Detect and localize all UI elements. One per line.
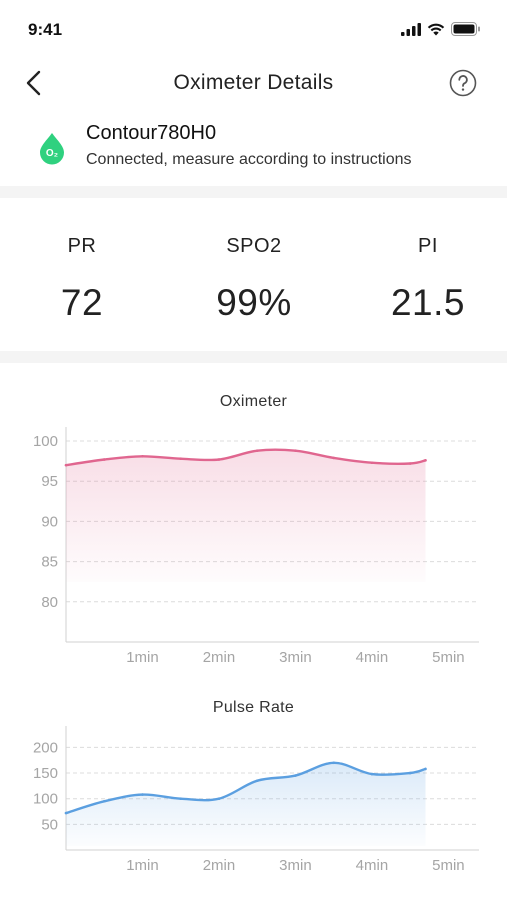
x-tick-label: 1min (126, 857, 159, 874)
y-tick-label: 100 (33, 791, 58, 808)
metric-pi: PI 21.5 (348, 198, 507, 324)
pulse-rate-chart: 200 150 100 50 1min 2min 3min 4min 5min (33, 726, 479, 874)
x-tick-label: 1min (126, 649, 159, 666)
x-tick-label: 5min (432, 857, 465, 874)
status-icons (401, 22, 481, 36)
pulse-rate-chart-title: Pulse Rate (212, 699, 295, 716)
metric-value: 99% (216, 282, 292, 323)
metric-label: SPO2 (226, 235, 282, 257)
data-point (294, 449, 297, 452)
status-time: 9:41 (28, 20, 63, 39)
data-point (332, 761, 335, 765)
page-title: Oximeter Details (173, 71, 334, 94)
o2-drop-icon: O₂ (40, 133, 64, 165)
y-tick-label: 150 (33, 765, 58, 782)
y-tick-label: 50 (41, 816, 58, 833)
y-tick-label: 200 (33, 739, 58, 756)
data-point (64, 811, 68, 815)
data-point (217, 458, 221, 461)
data-point (424, 767, 427, 771)
metric-label: PI (418, 235, 438, 257)
x-tick-label: 4min (356, 649, 389, 666)
x-tick-label: 5min (432, 649, 465, 666)
data-point (179, 457, 183, 461)
oximeter-chart: 100 95 90 85 80 1min 2min 3min 4min 5min (33, 427, 479, 666)
metric-value: 72 (60, 282, 104, 323)
series-area (66, 762, 426, 846)
oximeter-chart-title: Oximeter (219, 393, 288, 410)
wifi-icon (427, 23, 445, 35)
data-point (424, 459, 427, 462)
data-point (179, 797, 183, 800)
section-divider (0, 351, 507, 363)
metrics-panel: PR 72 SPO2 99% PI 21.5 (0, 198, 507, 350)
x-tick-label: 4min (356, 857, 389, 874)
device-status: Connected, measure according to instruct… (86, 151, 412, 168)
x-tick-label: 3min (279, 649, 312, 666)
data-point (408, 771, 412, 775)
metric-label: PR (67, 235, 97, 257)
status-bar: 9:41 (0, 0, 507, 56)
metric-value: 21.5 (390, 282, 465, 323)
metric-pr: PR 72 (2, 198, 162, 324)
y-tick-label: 100 (33, 433, 58, 450)
data-point (64, 463, 68, 467)
data-point (370, 772, 374, 776)
data-point (294, 774, 297, 777)
x-tick-label: 3min (279, 857, 312, 874)
data-point (102, 799, 106, 803)
data-point (141, 793, 144, 796)
device-name: Contour780H0 (86, 122, 217, 144)
data-point (141, 455, 144, 458)
cellular-signal-icon (401, 22, 421, 36)
data-point (370, 461, 374, 465)
question-circle-icon[interactable] (449, 69, 477, 97)
battery-icon (451, 22, 480, 36)
data-point (255, 779, 259, 783)
y-tick-label: 90 (41, 513, 58, 530)
chevron-left-icon[interactable] (20, 68, 50, 98)
x-tick-label: 2min (203, 649, 236, 666)
data-point (102, 458, 106, 461)
nav-bar: Oximeter Details (0, 58, 507, 108)
device-info: O₂ Contour780H0 Connected, measure accor… (0, 115, 507, 183)
data-point (408, 462, 412, 465)
x-tick-label: 2min (203, 857, 236, 874)
y-tick-label: 95 (41, 473, 58, 490)
data-point (217, 797, 221, 800)
y-tick-label: 80 (41, 594, 58, 611)
series-area (66, 449, 426, 582)
section-divider (0, 186, 507, 198)
data-point (255, 449, 259, 452)
y-tick-label: 85 (41, 554, 58, 571)
metric-spo2: SPO2 99% (174, 198, 334, 324)
o2-drop-label: O₂ (46, 148, 58, 159)
data-point (332, 456, 335, 460)
